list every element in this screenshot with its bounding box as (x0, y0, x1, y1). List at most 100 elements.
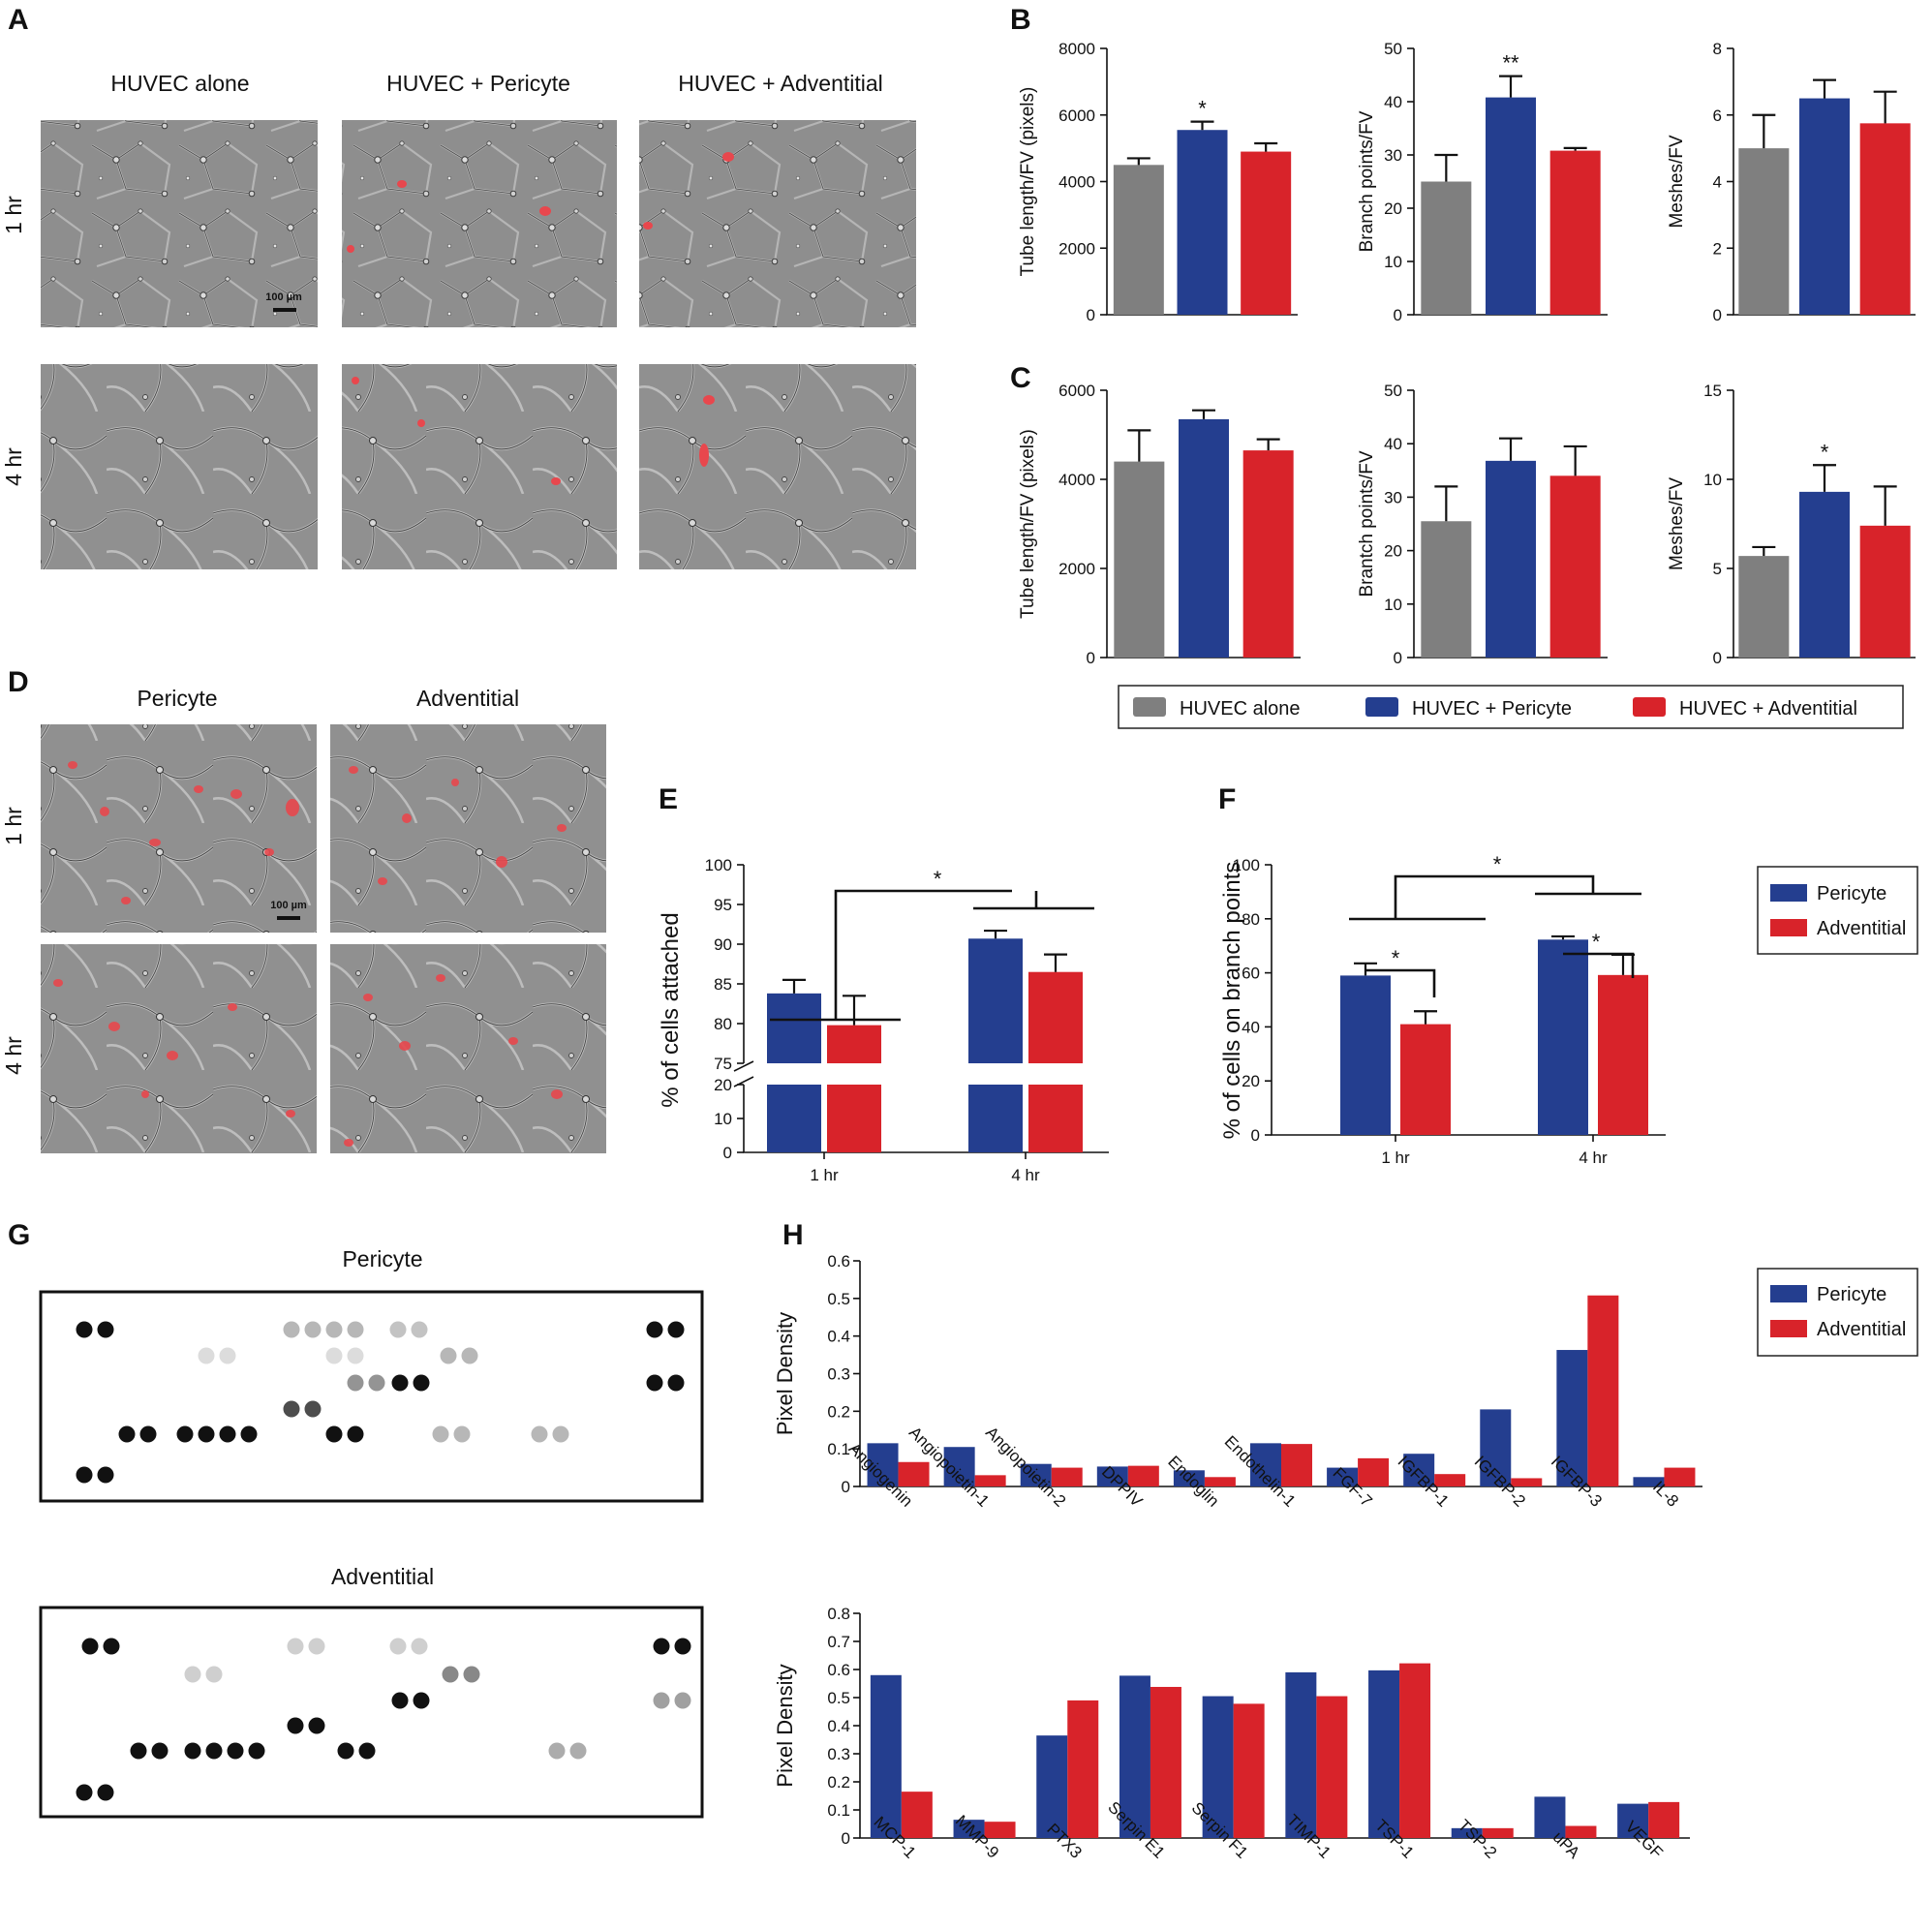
y-tick-label: 0 (1394, 649, 1402, 667)
bar-adventitial (1511, 1478, 1543, 1486)
bar-adventitial (1127, 1465, 1159, 1486)
y-tick-label: 2000 (1058, 239, 1095, 258)
y-tick-label: 10 (1384, 253, 1402, 271)
bar-adventitial-1hr-lower (827, 1085, 881, 1152)
y-tick-label: 20 (1384, 199, 1402, 218)
legend-ef-label-pericyte: Pericyte (1817, 883, 1886, 904)
legend-swatch-pericyte (1365, 697, 1398, 717)
bar-huvec-pericyte (1179, 418, 1229, 658)
bar-pericyte (1451, 1827, 1483, 1838)
panel-label-a: A (8, 4, 29, 36)
error-bar (1563, 444, 1587, 476)
blot-dot (531, 1425, 548, 1443)
x-tick-label: 4 hr (1011, 1166, 1040, 1184)
significance-marker: * (934, 867, 942, 891)
blot-dot (97, 1784, 114, 1801)
panel-label-f: F (1218, 783, 1236, 815)
bar-huvec-alone (1421, 181, 1472, 315)
legend-ef-label-adventitial: Adventitial (1817, 918, 1906, 939)
y-tick-label: 40 (1384, 93, 1402, 111)
significance-marker: * (1592, 930, 1601, 954)
bar-pericyte (1250, 1443, 1281, 1486)
y-tick-label: 100 (1233, 856, 1260, 874)
bar-adventitial (1434, 1474, 1466, 1486)
blot-dot (653, 1692, 670, 1709)
bar-adventitial (901, 1792, 933, 1838)
bar-pericyte (1556, 1350, 1588, 1486)
blot-title-adventitial: Adventitial (331, 1564, 434, 1589)
y-tick-label: 0.2 (827, 1402, 850, 1421)
y-tick-label: 0 (1394, 306, 1402, 324)
error-bar (1354, 962, 1377, 976)
blot-dot (389, 1638, 407, 1655)
scalebar-a-label: 100 µm (265, 291, 302, 303)
bar-pericyte-4hr-lower (968, 1085, 1023, 1152)
blot-dot (151, 1742, 169, 1760)
bar-adventitial (1051, 1467, 1083, 1486)
bar-adventitial (1664, 1467, 1696, 1486)
y-axis-label: Meshes/FV (1667, 135, 1687, 228)
panel-label-c: C (1010, 362, 1031, 394)
blot-dot (325, 1321, 343, 1338)
y-tick-label: 0 (842, 1829, 850, 1848)
blot-dot (248, 1742, 265, 1760)
blot-adventitial (39, 1606, 704, 1819)
y-tick-label: 10 (714, 1110, 732, 1128)
legend-h-swatch-adventitial (1770, 1320, 1807, 1337)
blot-dot (76, 1321, 93, 1338)
blot-dot (674, 1638, 691, 1655)
y-axis-label: Pixel Density (773, 1312, 797, 1435)
error-bar (1414, 1010, 1437, 1025)
blot-dot (325, 1425, 343, 1443)
micrograph-a-adventitial-1hr (639, 120, 916, 327)
panel-a: A HUVEC alone HUVEC + Pericyte HUVEC + A… (1, 4, 916, 569)
legend-ef-swatch-pericyte (1770, 884, 1807, 902)
y-tick-label: 80 (1242, 910, 1260, 929)
scalebar-a (273, 308, 296, 312)
blot-dot (347, 1321, 364, 1338)
scalebar-d-label: 100 µm (270, 900, 307, 911)
bar-adventitial (1067, 1700, 1099, 1838)
panel-d-row-label-4hr: 4 hr (1, 1036, 26, 1075)
panel-a-col-title-pericyte: HUVEC + Pericyte (386, 71, 570, 96)
bar-pericyte (1534, 1796, 1566, 1838)
blot-dot (337, 1742, 354, 1760)
x-tick-label: 1 hr (810, 1166, 839, 1184)
legend-label-adventitial: HUVEC + Adventitial (1679, 698, 1857, 720)
chart-f-branch-points: 0 20 40 60 80 100% of cells on branch points 1… (1219, 852, 1666, 1167)
bar-adventitial (1204, 1477, 1236, 1486)
panel-label-h: H (782, 1219, 804, 1251)
bar-adventitial (1281, 1444, 1312, 1486)
chart-b-branch-points: 0 10 20 30 40 50 Branch points/FV ** (1357, 40, 1608, 324)
blot-dot (219, 1425, 236, 1443)
error-bar (984, 929, 1007, 939)
blot-dot (308, 1638, 325, 1655)
axis-break (733, 1060, 754, 1088)
bar-pericyte (1020, 1463, 1052, 1486)
y-tick-label: 60 (1242, 965, 1260, 983)
bar-huvec-pericyte (1799, 98, 1850, 315)
blot-dot (674, 1692, 691, 1709)
blot-dot (97, 1321, 114, 1338)
blot-dot (411, 1321, 428, 1338)
bar-adventitial (974, 1475, 1006, 1486)
red-cells-d (53, 761, 567, 1147)
bar-pericyte (1285, 1671, 1317, 1838)
error-bar (1434, 153, 1458, 182)
y-tick-label: 0.6 (827, 1252, 850, 1271)
chart-c-meshes: 0 5 10 15 Meshes/FV * (1667, 382, 1916, 667)
y-tick-label: 5 (1713, 560, 1722, 578)
y-tick-label: 10 (1703, 471, 1722, 489)
bar-adventitial (1150, 1686, 1181, 1838)
blot-dot (205, 1742, 223, 1760)
blot-dot (432, 1425, 449, 1443)
blot-pericyte-dots (76, 1321, 685, 1484)
panel-label-e: E (659, 783, 678, 815)
legend-ef: Pericyte Adventitial (1757, 866, 1918, 955)
y-tick-label: 0.8 (827, 1605, 850, 1623)
error-bar (1551, 934, 1575, 940)
blot-dot (347, 1347, 364, 1364)
bar-adventitial (1587, 1295, 1619, 1486)
